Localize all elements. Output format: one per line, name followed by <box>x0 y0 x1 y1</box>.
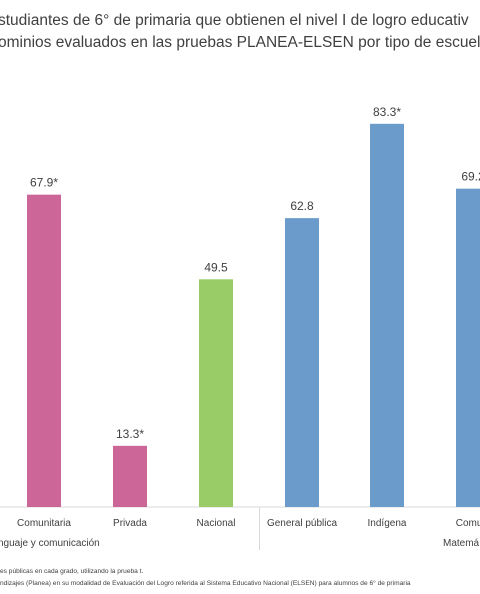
data-label: 67.9* <box>30 176 58 190</box>
category-label: Comuni <box>456 518 480 529</box>
bar-general-p-blica <box>285 218 319 507</box>
bar-ind-gena <box>370 123 404 507</box>
bar-privada <box>113 445 147 507</box>
category-label: Nacional <box>197 518 236 529</box>
data-label: 69.2 <box>461 170 480 184</box>
data-label: 13.3* <box>116 427 144 441</box>
data-label: 49.5 <box>204 260 228 274</box>
bar-comunitaria <box>27 194 61 507</box>
footnote-1: es públicas en cada grado, utilizando la… <box>0 568 144 575</box>
bar-comuni <box>456 188 480 507</box>
category-label: Comunitaria <box>17 518 71 529</box>
bar-nacional <box>199 279 233 507</box>
chart-title-line-1: studiantes de 6° de primaria que obtiene… <box>0 12 469 29</box>
group-label: nguaje y comunicación <box>0 538 100 549</box>
data-label: 83.3* <box>373 105 401 119</box>
group-label: Matemá <box>443 538 480 549</box>
chart-title-line-2: ominios evaluados en las pruebas PLANEA-… <box>0 34 480 51</box>
category-label: Privada <box>113 518 147 529</box>
data-label: 62.8 <box>290 199 314 213</box>
footnote-2: ndizajes (Planea) en su modalidad de Eva… <box>0 580 411 587</box>
category-label: General pública <box>267 518 337 529</box>
category-label: Indígena <box>368 518 407 529</box>
